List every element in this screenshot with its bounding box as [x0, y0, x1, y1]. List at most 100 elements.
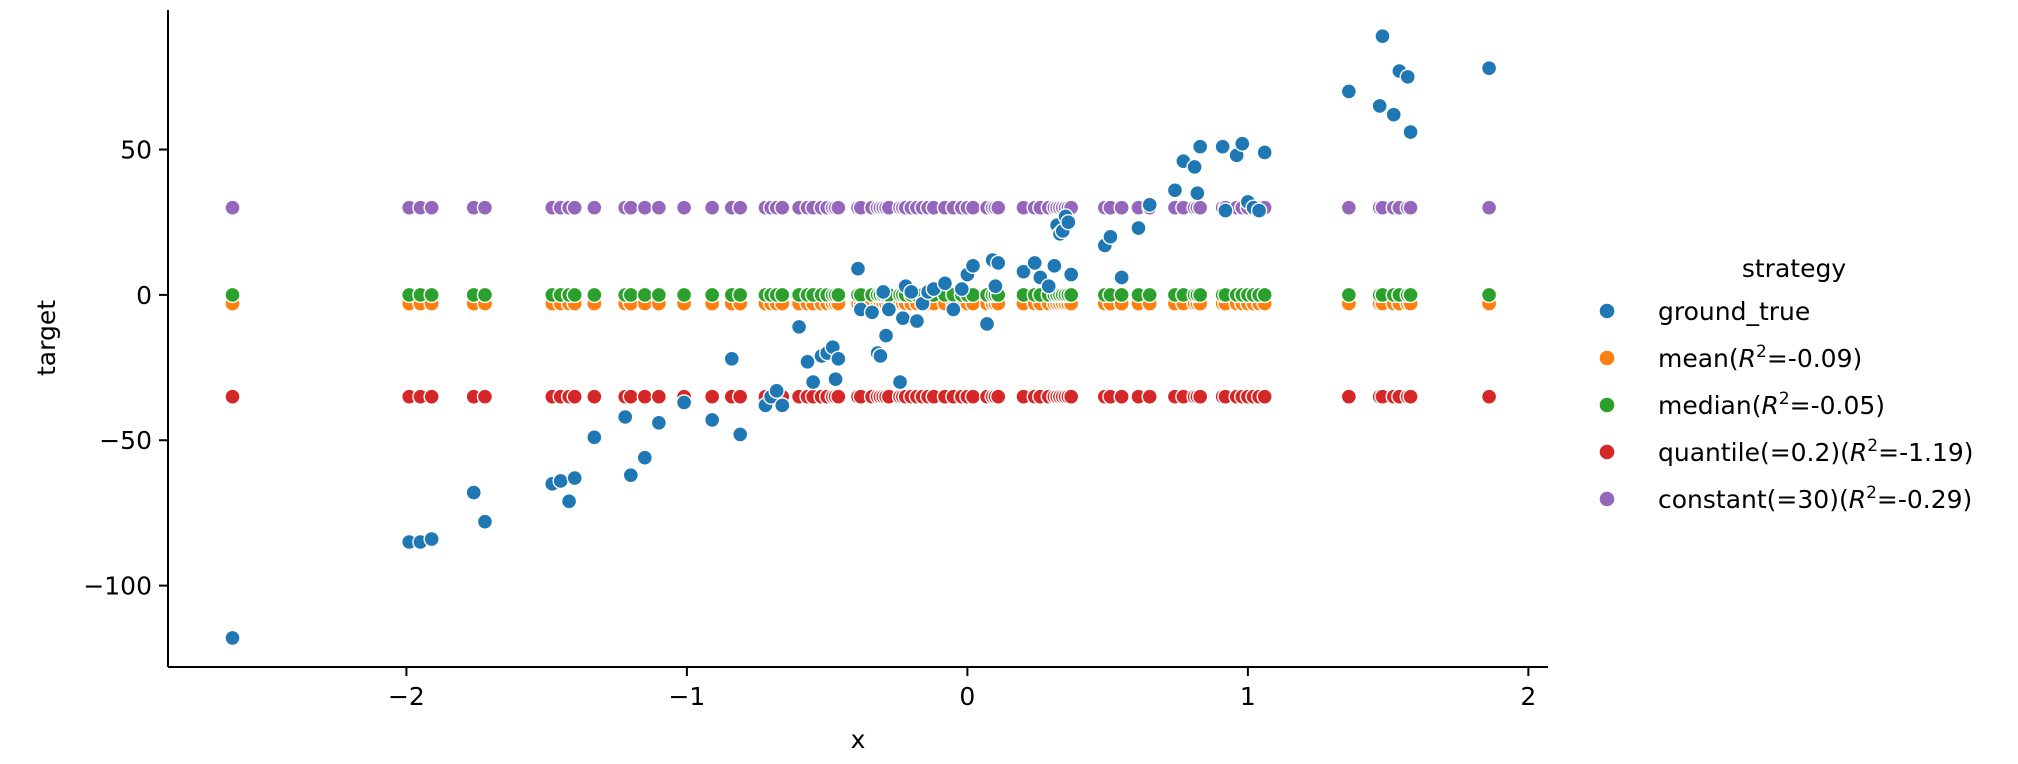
legend: strategy ground_truemean(R2=-0.09)median…	[1598, 254, 1974, 514]
data-point	[903, 283, 920, 301]
data-point	[622, 466, 640, 484]
data-point	[830, 388, 847, 405]
y-tick-label: 0	[136, 281, 152, 310]
x-tick-label: 1	[1240, 682, 1256, 711]
data-point	[877, 327, 895, 344]
data-point	[423, 388, 440, 405]
x-tick-label: 0	[959, 682, 975, 711]
legend-entry-text: median(	[1658, 391, 1761, 420]
data-point	[964, 257, 982, 275]
data-point	[423, 286, 440, 304]
data-point	[1102, 228, 1119, 245]
legend-r2-value: =-0.09)	[1767, 344, 1862, 373]
legend-marker	[1598, 490, 1616, 508]
data-point	[1046, 257, 1063, 275]
series-4-points	[224, 199, 1498, 216]
data-point	[622, 286, 640, 304]
data-point	[1113, 199, 1130, 216]
x-axis-label: x	[851, 725, 866, 754]
data-point	[224, 388, 241, 405]
data-point	[1399, 68, 1416, 86]
data-point	[945, 301, 962, 318]
legend-superscript: 2	[1779, 389, 1790, 409]
legend-r-symbol: R	[1850, 438, 1867, 467]
data-point	[987, 277, 1004, 295]
data-point	[1402, 388, 1419, 405]
data-point	[566, 286, 583, 304]
series-0-points	[224, 27, 1498, 647]
data-point	[560, 493, 578, 510]
data-point	[586, 388, 603, 405]
data-point	[774, 286, 791, 304]
data-point	[990, 388, 1007, 405]
legend-entry-label: mean(R2=-0.09)	[1658, 342, 1862, 373]
legend-entry-label: median(R2=-0.05)	[1658, 389, 1885, 420]
data-point	[675, 286, 693, 304]
data-point	[1340, 199, 1358, 216]
data-point	[964, 199, 982, 216]
data-point	[849, 260, 867, 277]
y-axis-label: target	[32, 300, 61, 376]
legend-marker	[1598, 349, 1616, 367]
data-point	[703, 199, 721, 216]
data-point	[1189, 184, 1206, 202]
data-point	[1340, 83, 1358, 100]
y-tick-label: −50	[99, 426, 152, 455]
legend-entry-text: mean(	[1658, 344, 1739, 373]
data-point	[622, 199, 640, 216]
data-point	[723, 350, 740, 368]
x-tick-label: 2	[1520, 682, 1536, 711]
series-3-points	[224, 388, 1498, 405]
legend-entry-text: quantile(=0.2)(	[1658, 438, 1850, 467]
data-point	[586, 429, 603, 446]
data-point	[891, 373, 909, 391]
data-point	[552, 472, 569, 490]
data-point	[1256, 286, 1273, 304]
data-point	[566, 388, 583, 405]
x-tick-label: −2	[388, 682, 425, 711]
data-point	[1062, 266, 1080, 283]
data-point	[1015, 263, 1032, 280]
data-point	[830, 286, 847, 304]
data-point	[1340, 388, 1358, 405]
y-ticks: −100 −50 0 50	[83, 136, 168, 601]
data-point	[465, 484, 482, 501]
data-point	[1402, 199, 1419, 216]
data-point	[880, 301, 898, 318]
data-point	[863, 304, 881, 321]
data-point	[476, 286, 494, 304]
legend-r2-value: =-0.29)	[1877, 485, 1972, 514]
legend-title: strategy	[1742, 254, 1846, 283]
data-point	[636, 388, 654, 405]
legend-marker	[1598, 443, 1616, 461]
data-point	[1191, 138, 1209, 155]
data-point	[703, 411, 721, 429]
legend-r-symbol: R	[1849, 485, 1866, 514]
data-point	[872, 347, 889, 365]
data-point	[830, 199, 847, 216]
x-tick-label: −1	[668, 682, 705, 711]
legend-entry-label: quantile(=0.2)(R2=-1.19)	[1658, 436, 1974, 467]
legend-r2-value: =-0.05)	[1790, 391, 1885, 420]
data-point	[953, 280, 970, 298]
data-point	[1186, 158, 1203, 176]
legend-r-symbol: R	[1739, 344, 1756, 373]
data-point	[1166, 182, 1184, 199]
data-point	[675, 394, 693, 411]
data-point	[1250, 202, 1268, 219]
data-point	[964, 388, 982, 405]
data-point	[1480, 286, 1498, 304]
data-point	[1062, 286, 1080, 304]
data-point	[1402, 286, 1419, 304]
data-point	[731, 286, 749, 304]
data-point	[1040, 277, 1057, 295]
legend-r2-value: =-1.19)	[1878, 438, 1973, 467]
data-point	[675, 199, 693, 216]
data-point	[650, 286, 668, 304]
data-point	[476, 199, 494, 216]
data-point	[1340, 286, 1358, 304]
data-point	[1141, 196, 1158, 213]
data-point	[978, 315, 996, 333]
data-point	[622, 388, 640, 405]
y-tick-label: 50	[120, 136, 152, 165]
